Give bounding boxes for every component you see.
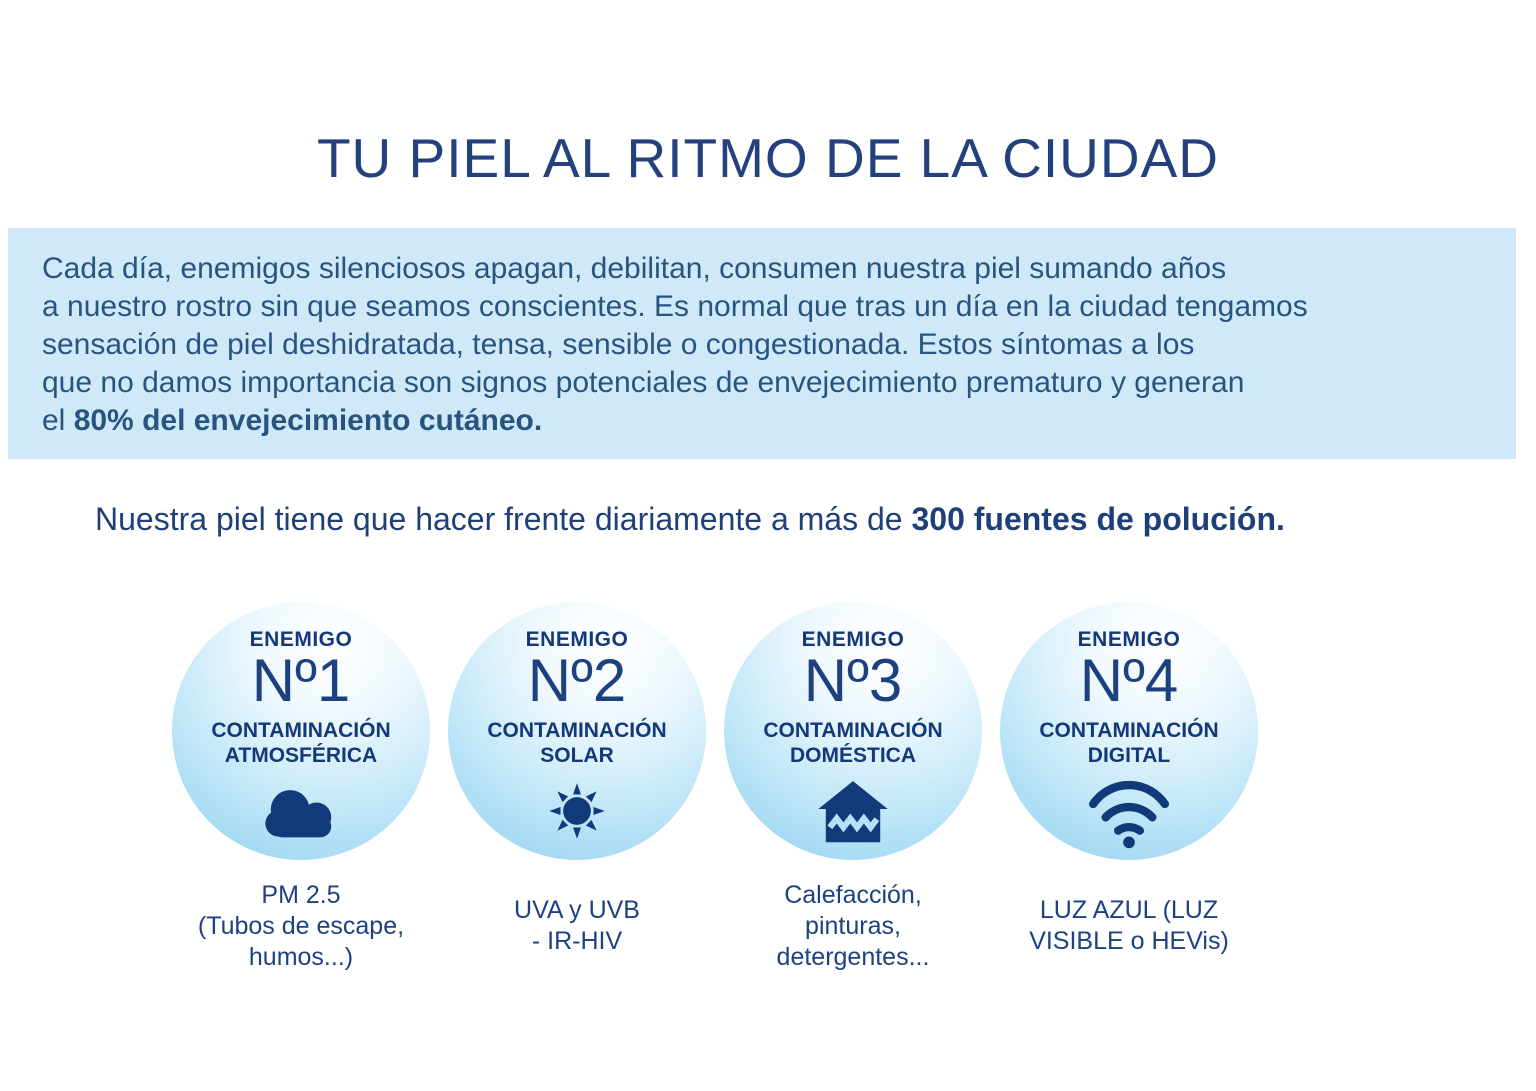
enemy-label: ENEMIGO	[1077, 628, 1181, 651]
pollution-sources-line: Nuestra piel tiene que hacer frente diar…	[95, 500, 1285, 538]
enemies-row: ENEMIGO Nº1 CONTAMINACIÓN ATMOSFÉRICA PM…	[172, 602, 1258, 974]
subtitle-regular: Nuestra piel tiene que hacer frente diar…	[95, 501, 912, 537]
enemy-column-1: ENEMIGO Nº1 CONTAMINACIÓN ATMOSFÉRICA PM…	[172, 602, 430, 974]
enemy-caption-4: LUZ AZUL (LUZ VISIBLE o HEVis)	[1029, 896, 1229, 955]
enemy-label: ENEMIGO	[525, 628, 629, 651]
enemy-circle-4: ENEMIGO Nº4 CONTAMINACIÓN DIGITAL	[1000, 602, 1258, 860]
cloud-icon	[172, 780, 430, 842]
enemy-number: Nº3	[803, 647, 903, 714]
enemy-category: CONTAMINACIÓN SOLAR	[487, 719, 667, 767]
enemy-circle-3: ENEMIGO Nº3 CONTAMINACIÓN DOMÉSTICA	[724, 602, 982, 860]
intro-text: Cada día, enemigos silenciosos apagan, d…	[42, 250, 1492, 440]
enemy-number: Nº2	[527, 647, 627, 714]
enemy-column-4: ENEMIGO Nº4 CONTAMINACIÓN DIGITAL LUZ AZ…	[1000, 602, 1258, 974]
enemy-label: ENEMIGO	[249, 628, 353, 651]
page-title: TU PIEL AL RITMO DE LA CIUDAD	[316, 127, 1220, 189]
enemy-category: CONTAMINACIÓN DIGITAL	[1039, 719, 1219, 767]
house-icon	[724, 780, 982, 843]
subtitle-bold-stat: 300 fuentes de polución.	[911, 501, 1285, 537]
enemy-number: Nº1	[251, 647, 351, 714]
enemy-column-2: ENEMIGO Nº2 CONTAMINACIÓN SOLAR	[448, 602, 706, 974]
enemy-circle-2: ENEMIGO Nº2 CONTAMINACIÓN SOLAR	[448, 602, 706, 860]
sun-icon	[448, 780, 706, 842]
enemy-column-3: ENEMIGO Nº3 CONTAMINACIÓN DOMÉSTICA Cale…	[724, 602, 982, 974]
enemy-category: CONTAMINACIÓN DOMÉSTICA	[763, 719, 943, 767]
enemy-caption-2: UVA y UVB - IR-HIV	[514, 896, 640, 955]
enemy-number: Nº4	[1079, 647, 1179, 714]
intro-text-regular: Cada día, enemigos silenciosos apagan, d…	[42, 252, 1308, 437]
intro-panel: Cada día, enemigos silenciosos apagan, d…	[8, 228, 1516, 459]
enemy-caption-1: PM 2.5 (Tubos de escape, humos...)	[197, 880, 405, 971]
intro-text-bold-stat: 80% del envejecimiento cutáneo.	[73, 404, 543, 437]
enemy-caption-3: Calefacción, pinturas, detergentes...	[776, 880, 930, 971]
enemy-circle-1: ENEMIGO Nº1 CONTAMINACIÓN ATMOSFÉRICA	[172, 602, 430, 860]
wifi-icon	[1000, 780, 1258, 848]
enemy-category: CONTAMINACIÓN ATMOSFÉRICA	[211, 719, 391, 767]
enemy-label: ENEMIGO	[801, 628, 905, 651]
